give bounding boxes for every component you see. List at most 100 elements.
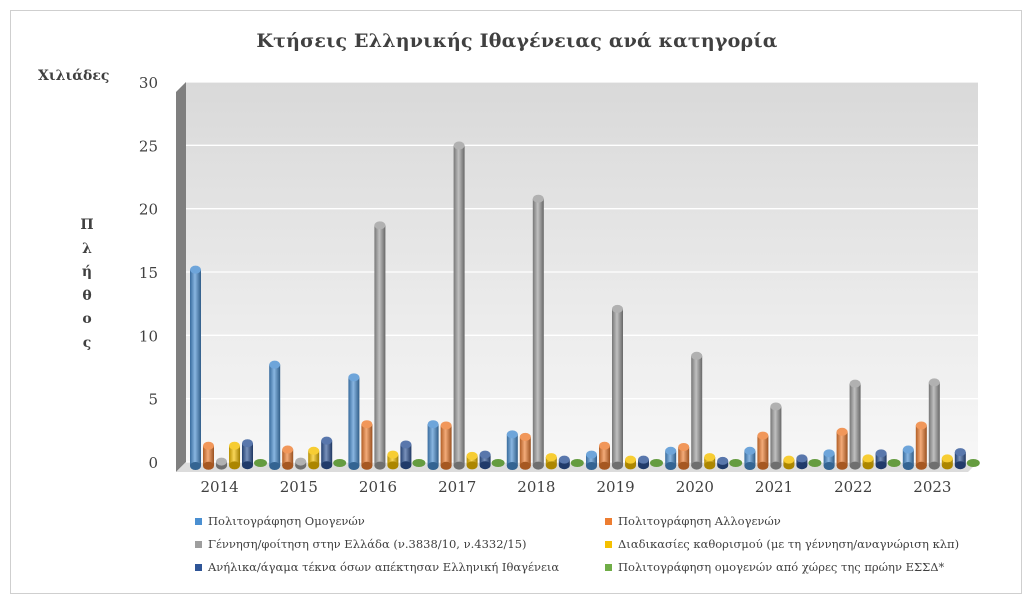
bar xyxy=(823,453,835,466)
bar-base xyxy=(691,461,703,470)
legend-label: Πολιτογράφηση Ομογενών xyxy=(208,514,365,528)
bar xyxy=(229,445,240,466)
bar-base xyxy=(586,462,597,470)
bar-top xyxy=(282,445,294,454)
chart-title: Κτήσεις Ελληνικής Ιθαγένειας ανά κατηγορ… xyxy=(256,30,778,52)
bar-base xyxy=(902,462,914,470)
x-tick-label: 2015 xyxy=(280,478,318,496)
bar xyxy=(757,435,769,466)
bar xyxy=(678,447,690,466)
bar xyxy=(966,459,980,467)
bar xyxy=(466,455,478,466)
bar xyxy=(333,459,347,467)
bar-base xyxy=(203,461,214,470)
bar-base xyxy=(599,461,610,470)
bar xyxy=(887,459,901,467)
bar-top xyxy=(229,441,240,450)
bar-base xyxy=(954,461,966,470)
bar xyxy=(254,459,267,467)
bar-base xyxy=(466,461,478,470)
bar xyxy=(729,459,743,467)
bar-top xyxy=(902,445,914,454)
bar-top xyxy=(506,430,518,439)
legend-item: Ανήλικα/άγαμα τέκνα όσων απέκτησαν Ελλην… xyxy=(195,560,559,574)
bar-base xyxy=(479,461,491,470)
bar-top xyxy=(796,454,808,463)
bar xyxy=(545,457,557,466)
bar-top xyxy=(770,402,782,411)
bar xyxy=(836,431,848,466)
bar-top xyxy=(269,360,281,369)
bar xyxy=(242,443,253,466)
y-tick-label: 0 xyxy=(148,454,158,472)
bar-base xyxy=(928,461,940,470)
bar-top xyxy=(941,454,953,463)
bar xyxy=(902,449,914,466)
bar xyxy=(875,453,887,466)
bar-top xyxy=(915,421,927,430)
bar xyxy=(190,269,201,466)
bar xyxy=(849,383,861,466)
y-tick-label: 10 xyxy=(139,327,158,345)
bar-base xyxy=(321,461,333,470)
bar-base xyxy=(229,461,240,470)
bar-base xyxy=(744,462,756,470)
bar-top xyxy=(678,443,690,451)
bar-base xyxy=(665,462,677,470)
legend-item: Πολιτογράφηση Ομογενών xyxy=(195,514,365,528)
bar xyxy=(387,454,399,466)
bar-top xyxy=(374,221,386,230)
bar-top xyxy=(466,451,478,460)
x-tick-label: 2019 xyxy=(597,478,635,496)
legend-label: Διαδικασίες καθορισμού (με τη γέννηση/αν… xyxy=(618,537,960,551)
legend-label: Ανήλικα/άγαμα τέκνα όσων απέκτησαν Ελλην… xyxy=(208,560,560,574)
bar-base xyxy=(625,461,636,470)
bar-base xyxy=(796,461,808,470)
bar xyxy=(269,364,281,466)
unit-label: Χιλιάδες xyxy=(38,68,110,84)
bar-top xyxy=(190,265,201,274)
legend-label: Γέννηση/φοίτηση στην Ελλάδα (ν.3838/10, … xyxy=(208,537,527,551)
bar-top xyxy=(242,439,253,448)
bar-top xyxy=(691,351,703,360)
bar-base xyxy=(190,462,201,470)
bar xyxy=(321,440,333,466)
bar-top xyxy=(704,453,716,462)
bar-top xyxy=(757,431,769,440)
bar xyxy=(704,457,716,466)
bar-base xyxy=(704,461,716,470)
bar xyxy=(427,424,439,466)
y-tick-label: 25 xyxy=(139,137,158,155)
x-tick-label: 2020 xyxy=(676,478,714,496)
bar-base xyxy=(427,462,439,470)
bar-base xyxy=(387,461,399,470)
legend-swatch xyxy=(195,517,202,525)
bar-base xyxy=(783,461,795,470)
legend-item: Πολιτογράφηση ομογενών από χώρες της πρώ… xyxy=(605,560,944,574)
bar-top xyxy=(532,194,544,203)
bar xyxy=(691,355,703,466)
bar xyxy=(519,436,531,466)
bar-base xyxy=(361,461,373,470)
bar xyxy=(361,424,373,466)
bar-top xyxy=(862,454,874,463)
bar-base xyxy=(282,461,294,470)
bar-base xyxy=(836,461,848,470)
bar xyxy=(506,434,518,466)
bar xyxy=(400,444,412,466)
bar-base xyxy=(348,462,360,470)
bar-top xyxy=(744,446,756,455)
bar xyxy=(954,452,966,466)
y-tick-label: 30 xyxy=(139,74,158,92)
bar-top xyxy=(295,457,307,466)
legend-swatch xyxy=(195,563,202,571)
y-tick-label: 15 xyxy=(139,264,158,282)
bar-top xyxy=(440,421,452,430)
bar-top xyxy=(638,455,649,464)
bar-base xyxy=(506,462,518,470)
bar-top xyxy=(387,450,399,459)
bar-base xyxy=(941,461,953,470)
bar-top xyxy=(599,441,610,450)
bar-base xyxy=(519,461,531,470)
bar xyxy=(808,459,822,467)
